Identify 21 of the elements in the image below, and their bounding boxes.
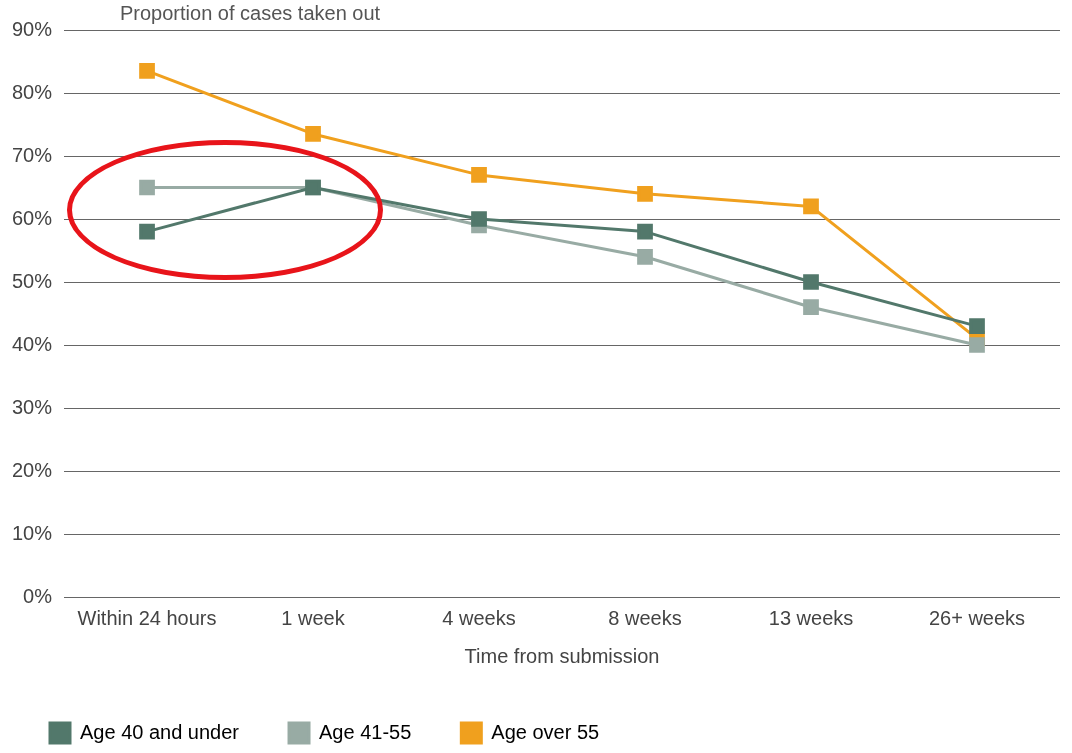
y-axis-title: Proportion of cases taken out (120, 1, 381, 24)
x-tick-label: 4 weeks (442, 606, 516, 629)
x-tick-label: 13 weeks (768, 606, 854, 629)
y-tick-label: 30% (12, 395, 53, 418)
y-tick-label: 60% (12, 206, 53, 229)
y-tick-label: 50% (12, 269, 53, 292)
legend-label: Age 41-55 (319, 720, 412, 743)
x-tick-label: 26+ weeks (928, 606, 1026, 629)
x-tick-label: Within 24 hours (77, 606, 217, 629)
y-tick-label: 90% (12, 17, 53, 40)
legend-label: Age over 55 (491, 720, 600, 743)
y-tick-label: 40% (12, 332, 53, 355)
y-tick-label: 20% (12, 458, 53, 481)
x-axis-title: Time from submission (464, 644, 660, 667)
legend-label: Age 40 and under (80, 720, 240, 743)
x-tick-label: 8 weeks (608, 606, 682, 629)
x-tick-label: 1 week (281, 606, 346, 629)
y-tick-label: 10% (12, 521, 53, 544)
y-tick-label: 0% (23, 584, 53, 607)
y-tick-label: 70% (12, 143, 53, 166)
y-tick-label: 80% (12, 80, 53, 103)
